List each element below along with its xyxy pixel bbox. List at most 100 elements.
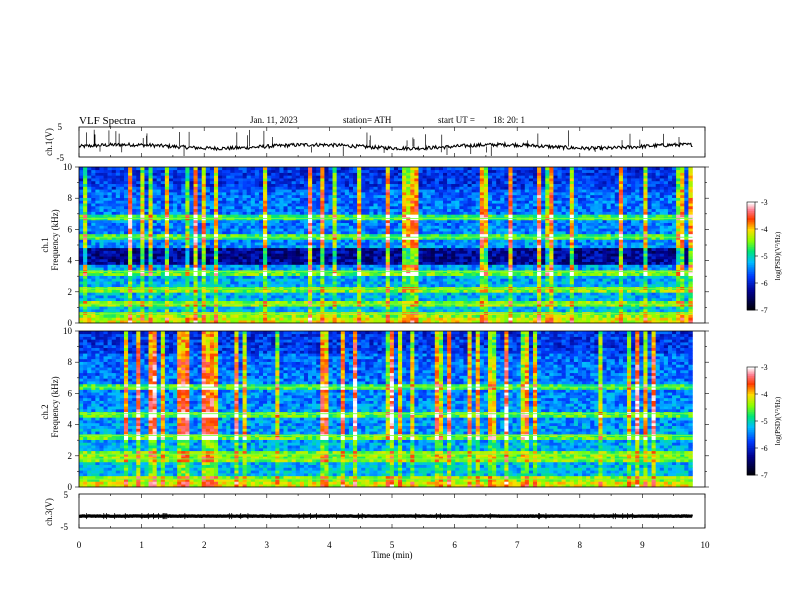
ch1-cell <box>672 236 677 240</box>
ch1-cell <box>463 289 468 293</box>
ch1-cell <box>316 306 321 310</box>
ch1-cell <box>618 314 624 318</box>
ch1-cell <box>279 320 284 324</box>
ch1-cell <box>357 317 362 321</box>
ch1-cell <box>173 231 178 235</box>
ch1-cell <box>504 309 509 313</box>
ch1-cell <box>242 284 247 288</box>
ch1-cell <box>622 300 628 304</box>
ch1-cell <box>402 309 407 313</box>
ch1-cell <box>234 303 239 307</box>
ch1-cell <box>622 295 628 299</box>
ch1-cell <box>205 297 211 302</box>
ch1-cell <box>414 267 419 271</box>
ch1-cell <box>119 306 125 310</box>
ch1-cell <box>177 242 182 246</box>
ch1-cell <box>451 233 456 237</box>
ch1-cell <box>230 231 235 235</box>
ch1-cell <box>283 317 288 321</box>
ch1-cell <box>312 256 317 260</box>
ch1-cell <box>213 250 219 254</box>
ch1-cell <box>451 272 456 276</box>
ch1-cell <box>532 239 538 243</box>
ch1-cell <box>430 261 436 265</box>
ch1-cell <box>353 300 358 304</box>
ch1-cell <box>549 303 554 307</box>
ch1-cell <box>328 320 333 324</box>
ch1-cell <box>443 289 448 293</box>
ch1-cell <box>357 272 362 276</box>
ch1-cell <box>230 297 235 302</box>
ch1-cell <box>332 250 337 254</box>
ch1-cell <box>156 253 162 257</box>
ch1-cell <box>234 264 239 268</box>
ch1-cell <box>508 303 513 307</box>
ch1-cell <box>483 267 489 271</box>
ch1-cell <box>479 300 485 304</box>
ch1-cell <box>164 242 170 246</box>
ch1-cell <box>586 258 591 263</box>
ch1-cell <box>565 264 571 268</box>
ch1-cell <box>209 239 215 243</box>
ch1-cell <box>193 247 198 251</box>
ch1-cell <box>99 239 104 243</box>
ch1-cell <box>422 278 427 282</box>
ch1-cell <box>622 247 628 251</box>
ch1-cell <box>443 320 448 324</box>
ch1-cell <box>647 250 652 254</box>
ch1-cell <box>213 320 219 324</box>
ch1-cell <box>635 261 640 265</box>
ch1-cell <box>565 295 571 299</box>
ch1-cell <box>410 292 415 296</box>
ch1-cell <box>492 284 497 288</box>
ch1-cell <box>422 297 427 302</box>
ch1-cell <box>348 258 354 263</box>
ch1-cell <box>258 245 264 249</box>
ch1-cell <box>205 309 211 313</box>
ch1-cell <box>688 272 693 276</box>
ch1-cell <box>492 303 497 307</box>
ch1-cell <box>655 281 661 285</box>
ch1-cell <box>291 306 297 310</box>
ch1-cell <box>254 253 260 257</box>
ch1-cell <box>156 261 162 265</box>
ch1-cell <box>132 253 137 257</box>
ch1-cell <box>569 278 575 282</box>
ch1-cell <box>168 314 174 318</box>
ch1-cell <box>287 245 292 249</box>
ch1-cell <box>303 272 309 276</box>
ch1-cell <box>549 284 554 288</box>
ch1-cell <box>181 231 186 235</box>
ch1-cell <box>631 236 636 240</box>
ch1-cell <box>557 245 562 249</box>
ch1-cell <box>496 289 501 293</box>
ch1-cell <box>500 233 505 237</box>
ch1-cell <box>283 231 288 235</box>
ch1-cell <box>487 256 493 260</box>
ch1-cell <box>271 297 276 302</box>
ch1-cell <box>332 272 337 276</box>
ch1-cell <box>312 309 317 313</box>
ch1-cell <box>197 295 202 299</box>
ch1-cell <box>185 253 190 257</box>
ch1-cell <box>369 236 374 240</box>
ch1-cell <box>573 267 579 271</box>
ch1-cell <box>115 253 121 257</box>
ch1-cell <box>177 314 182 318</box>
ch1-cell <box>173 242 178 246</box>
ch1-cell <box>226 261 231 265</box>
ch1-cell <box>103 284 108 288</box>
ch1-cell <box>287 261 292 265</box>
ch1-cell <box>160 281 166 285</box>
ch1-cell <box>328 261 333 265</box>
ch1-cell <box>353 231 358 235</box>
ch1-cell <box>627 314 632 318</box>
ch1-cell <box>422 231 427 235</box>
ch1-cell <box>91 239 96 243</box>
ch1-cell <box>361 320 366 324</box>
ch1-cell <box>218 236 223 240</box>
ch1-cell <box>631 233 636 237</box>
ch1-cell <box>586 239 591 243</box>
ch1-cell <box>639 281 644 285</box>
ch1-cell <box>639 320 644 324</box>
